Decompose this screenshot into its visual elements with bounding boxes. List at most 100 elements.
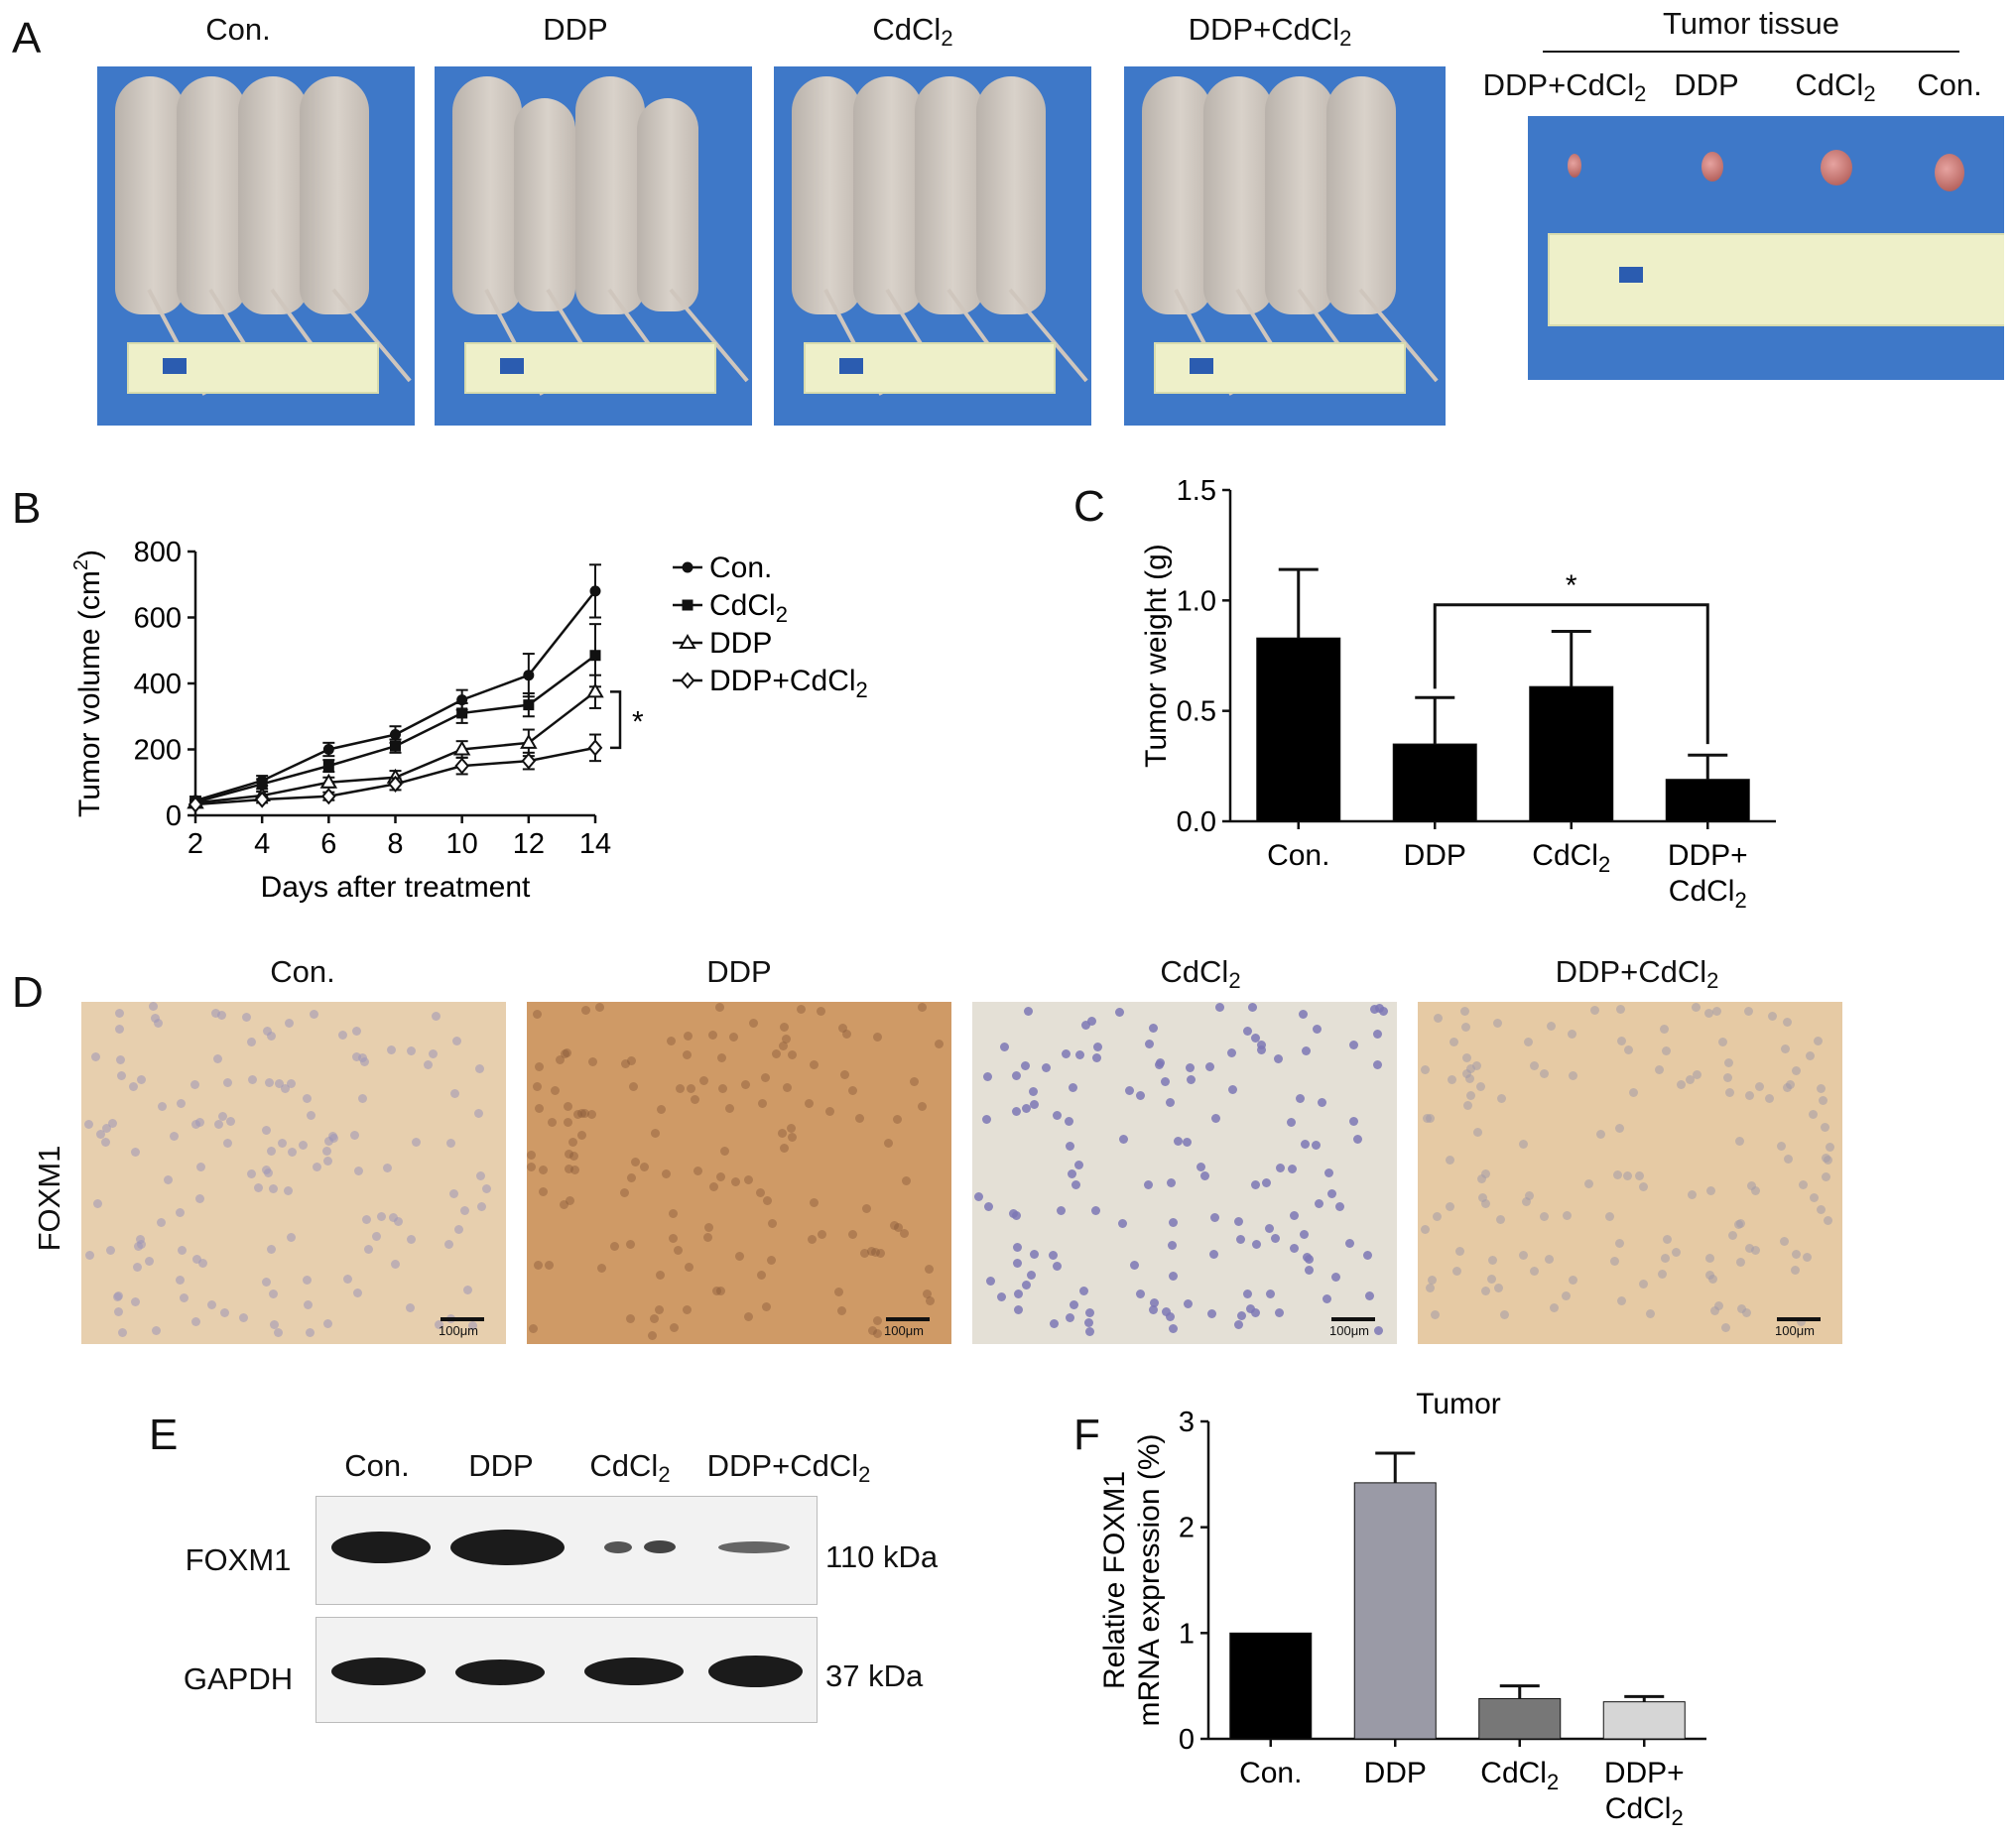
cell-nucleus [144, 1256, 154, 1266]
cell-nucleus [278, 1138, 288, 1148]
cell-nucleus [363, 1244, 373, 1254]
x-tick-label: 10 [446, 828, 478, 860]
x-tick-label: CdCl2 [1480, 1757, 1559, 1794]
cell-nucleus [342, 1275, 352, 1285]
cell-nucleus [1492, 1019, 1502, 1029]
x-tick-label: Con. [1267, 839, 1329, 872]
mouse [300, 76, 369, 314]
cell-nucleus [1595, 1129, 1605, 1139]
cell-nucleus [149, 1002, 159, 1012]
cell-nucleus [766, 1255, 776, 1265]
cell-nucleus [1021, 1280, 1031, 1289]
x-tick-label: 4 [254, 828, 270, 860]
cell-nucleus [246, 1169, 256, 1179]
cell-nucleus [1210, 1113, 1220, 1123]
x-tick-label: 14 [579, 828, 611, 860]
cell-nucleus [118, 1327, 128, 1337]
cell-nucleus [1352, 1134, 1362, 1144]
cell-nucleus [189, 1079, 199, 1089]
panel-d-label-con: Con. [270, 954, 335, 989]
mouse-photo-ddp [435, 66, 752, 426]
cell-nucleus [1161, 1307, 1171, 1317]
mouse [1265, 76, 1334, 314]
cell-nucleus [1301, 1045, 1311, 1055]
cell-nucleus [359, 1056, 369, 1066]
cell-nucleus [393, 1216, 403, 1226]
cell-nucleus [302, 1275, 312, 1285]
y-tick-label: 800 [134, 537, 182, 568]
chart-b-tumor-volume: 0 200 400 600 800 2 4 6 8 10 12 14 Days after treatm… [70, 537, 868, 904]
cell-nucleus [560, 1048, 569, 1058]
cell-nucleus [1363, 1251, 1373, 1261]
tumor-tissue-title-rule [1543, 51, 1959, 53]
cell-nucleus [218, 1112, 228, 1122]
y-tick-label: 1.5 [1177, 475, 1216, 507]
cell-nucleus [1349, 1117, 1359, 1127]
cell-nucleus [351, 1027, 361, 1037]
significance-bracket [1433, 603, 1709, 745]
tumor-tissue-title: Tumor tissue [1662, 6, 1839, 41]
cell-nucleus [115, 1024, 125, 1034]
cell-nucleus [128, 1082, 138, 1091]
bar [1665, 779, 1750, 822]
cell-nucleus [327, 1132, 337, 1142]
y-tick-label: 3 [1179, 1407, 1195, 1438]
cell-nucleus [1118, 1135, 1128, 1145]
cell-nucleus [1187, 1075, 1197, 1085]
blot-band [450, 1530, 565, 1565]
cell-nucleus [873, 1033, 882, 1043]
cell-nucleus [1144, 1179, 1153, 1189]
ihc-image-ddp: 100μm [527, 1002, 951, 1344]
blot-band [644, 1540, 676, 1553]
cell-nucleus [1020, 1060, 1030, 1070]
data-point [388, 775, 403, 793]
cell-nucleus [1821, 1122, 1830, 1132]
cell-nucleus [1728, 1231, 1738, 1241]
legend-marker [679, 634, 696, 649]
cell-nucleus [1144, 1040, 1154, 1049]
cell-nucleus [1420, 1065, 1430, 1075]
scale-bar-label: 100μm [1775, 1323, 1816, 1338]
cell-nucleus [702, 1232, 712, 1242]
blot-band [455, 1659, 545, 1685]
cell-nucleus [275, 1079, 285, 1089]
x-tick-label: 2 [188, 828, 203, 860]
cell-nucleus [1446, 1155, 1455, 1165]
tumor [1935, 154, 1964, 191]
cell-nucleus [306, 1327, 315, 1337]
cell-nucleus [860, 1249, 870, 1259]
cell-nucleus [454, 1225, 464, 1235]
cell-nucleus [708, 1182, 718, 1192]
cell-nucleus [1087, 1017, 1097, 1027]
panel-a-label-con: Con. [205, 12, 271, 47]
cell-nucleus [564, 1149, 573, 1159]
cell-nucleus [474, 1108, 484, 1118]
cell-nucleus [1300, 1229, 1310, 1239]
ruler-logo [839, 358, 863, 374]
cell-nucleus [1311, 1141, 1321, 1151]
cell-nucleus [1334, 1201, 1344, 1211]
cell-nucleus [1463, 1100, 1473, 1110]
cell-nucleus [135, 1235, 145, 1245]
cell-nucleus [1645, 1308, 1655, 1318]
blot-band [604, 1541, 632, 1553]
cell-nucleus [862, 1203, 871, 1213]
data-point [523, 699, 535, 711]
cell-nucleus [1466, 1064, 1476, 1074]
blot-lane-label-ddp: DDP [468, 1448, 534, 1483]
cell-nucleus [1080, 1021, 1090, 1031]
cell-nucleus [302, 1093, 312, 1103]
cell-nucleus [1091, 1205, 1101, 1215]
cell-nucleus [266, 1031, 276, 1041]
cell-nucleus [180, 1292, 189, 1302]
data-point [390, 740, 401, 752]
cell-nucleus [1780, 1044, 1790, 1053]
cell-nucleus [744, 1312, 754, 1322]
cell-nucleus [824, 1107, 834, 1117]
cell-nucleus [1638, 1280, 1648, 1289]
legend-label: DDP+CdCl2 [709, 665, 868, 702]
mouse [976, 76, 1046, 314]
cell-nucleus [910, 1076, 920, 1086]
ruler [1154, 342, 1406, 394]
cell-nucleus [1547, 1022, 1557, 1032]
